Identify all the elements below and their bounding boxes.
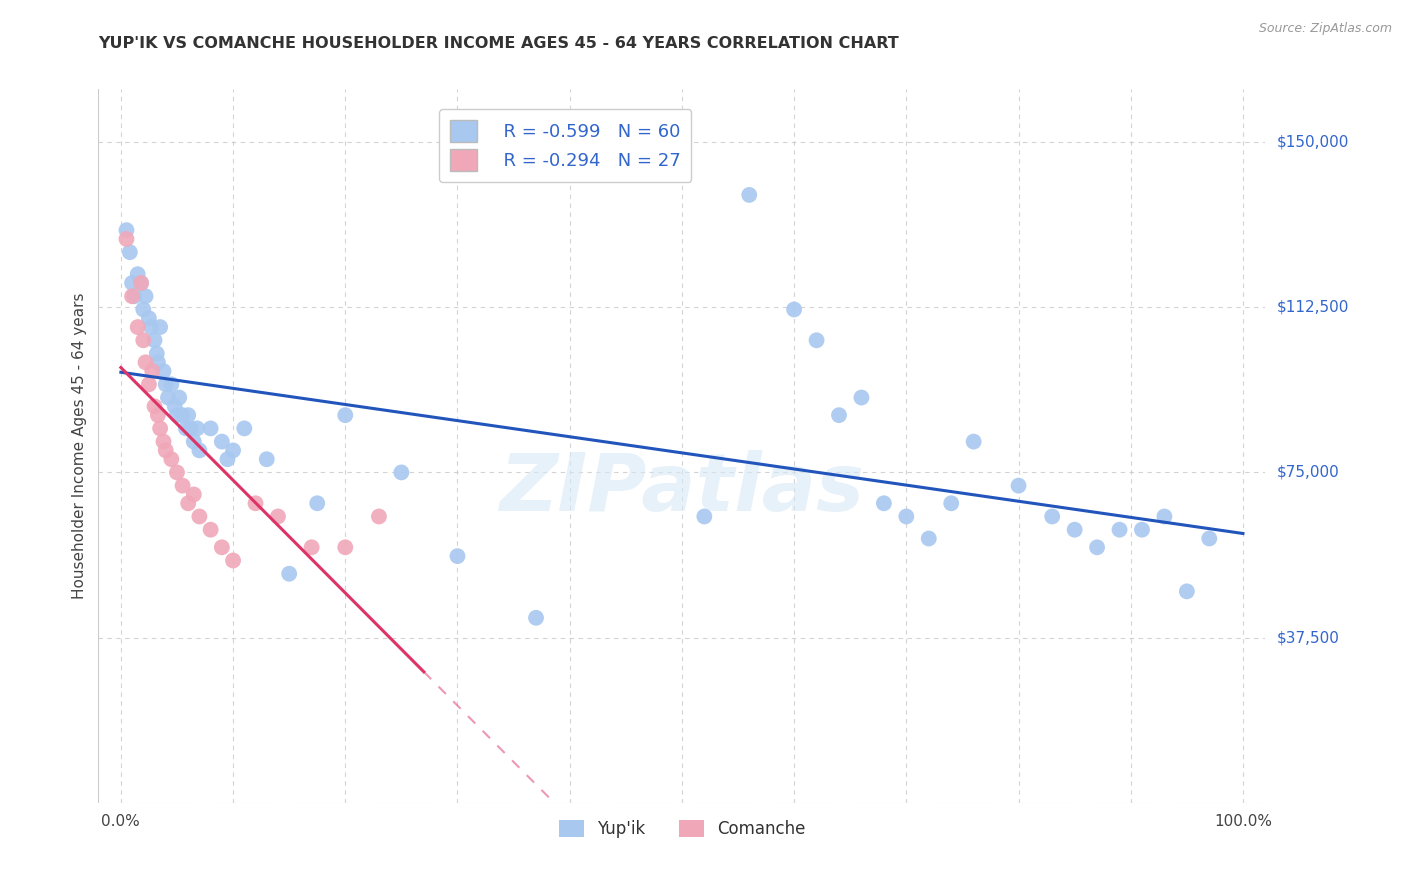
Point	[179, 421, 201, 435]
Point	[177, 496, 200, 510]
Point	[163, 400, 186, 414]
Point	[307, 496, 329, 510]
Point	[222, 443, 245, 458]
Point	[143, 333, 166, 347]
Point	[166, 408, 188, 422]
Point	[160, 452, 183, 467]
Point	[177, 408, 200, 422]
Point	[335, 541, 357, 555]
Point	[873, 496, 896, 510]
Point	[121, 289, 143, 303]
Point	[152, 434, 174, 449]
Point	[335, 408, 357, 422]
Point	[1198, 532, 1220, 546]
Point	[1130, 523, 1153, 537]
Text: $150,000: $150,000	[1277, 135, 1348, 150]
Point	[129, 276, 152, 290]
Point	[141, 364, 163, 378]
Point	[141, 320, 163, 334]
Point	[115, 232, 138, 246]
Point	[138, 377, 160, 392]
Point	[1085, 541, 1108, 555]
Point	[160, 377, 183, 392]
Point	[828, 408, 851, 422]
Point	[233, 421, 256, 435]
Point	[524, 611, 547, 625]
Point	[143, 400, 166, 414]
Text: $37,500: $37,500	[1277, 630, 1340, 645]
Point	[896, 509, 918, 524]
Point	[200, 523, 222, 537]
Point	[211, 434, 233, 449]
Point	[172, 408, 194, 422]
Legend: Yup'ik, Comanche: Yup'ik, Comanche	[553, 813, 811, 845]
Point	[783, 302, 806, 317]
Point	[806, 333, 828, 347]
Point	[738, 188, 761, 202]
Point	[188, 443, 211, 458]
Point	[146, 408, 169, 422]
Point	[1040, 509, 1063, 524]
Point	[389, 466, 412, 480]
Point	[146, 346, 169, 360]
Point	[118, 245, 141, 260]
Point	[121, 276, 143, 290]
Point	[132, 302, 155, 317]
Point	[301, 541, 323, 555]
Text: $112,500: $112,500	[1277, 300, 1348, 315]
Point	[132, 333, 155, 347]
Point	[1063, 523, 1085, 537]
Point	[200, 421, 222, 435]
Point	[155, 377, 177, 392]
Point	[172, 478, 194, 492]
Point	[188, 509, 211, 524]
Point	[693, 509, 716, 524]
Point	[186, 421, 208, 435]
Point	[256, 452, 278, 467]
Point	[166, 466, 188, 480]
Point	[278, 566, 301, 581]
Point	[1108, 523, 1130, 537]
Point	[851, 391, 873, 405]
Point	[1175, 584, 1198, 599]
Point	[446, 549, 468, 563]
Point	[124, 289, 146, 303]
Point	[183, 487, 205, 501]
Point	[149, 421, 172, 435]
Point	[174, 421, 197, 435]
Point	[138, 311, 160, 326]
Point	[1007, 478, 1029, 492]
Point	[146, 355, 169, 369]
Point	[135, 355, 157, 369]
Text: ZIPatlas: ZIPatlas	[499, 450, 865, 528]
Point	[183, 434, 205, 449]
Point	[368, 509, 391, 524]
Point	[217, 452, 239, 467]
Text: YUP'IK VS COMANCHE HOUSEHOLDER INCOME AGES 45 - 64 YEARS CORRELATION CHART: YUP'IK VS COMANCHE HOUSEHOLDER INCOME AG…	[98, 36, 900, 51]
Point	[918, 532, 941, 546]
Point	[115, 223, 138, 237]
Point	[127, 320, 149, 334]
Point	[1153, 509, 1175, 524]
Point	[156, 391, 179, 405]
Point	[941, 496, 963, 510]
Text: Source: ZipAtlas.com: Source: ZipAtlas.com	[1258, 22, 1392, 36]
Point	[962, 434, 984, 449]
Text: $75,000: $75,000	[1277, 465, 1340, 480]
Point	[152, 364, 174, 378]
Point	[267, 509, 290, 524]
Point	[211, 541, 233, 555]
Point	[135, 289, 157, 303]
Point	[127, 267, 149, 281]
Point	[222, 553, 245, 567]
Point	[167, 391, 190, 405]
Point	[129, 276, 152, 290]
Y-axis label: Householder Income Ages 45 - 64 years: Householder Income Ages 45 - 64 years	[72, 293, 87, 599]
Point	[149, 320, 172, 334]
Point	[245, 496, 267, 510]
Point	[155, 443, 177, 458]
